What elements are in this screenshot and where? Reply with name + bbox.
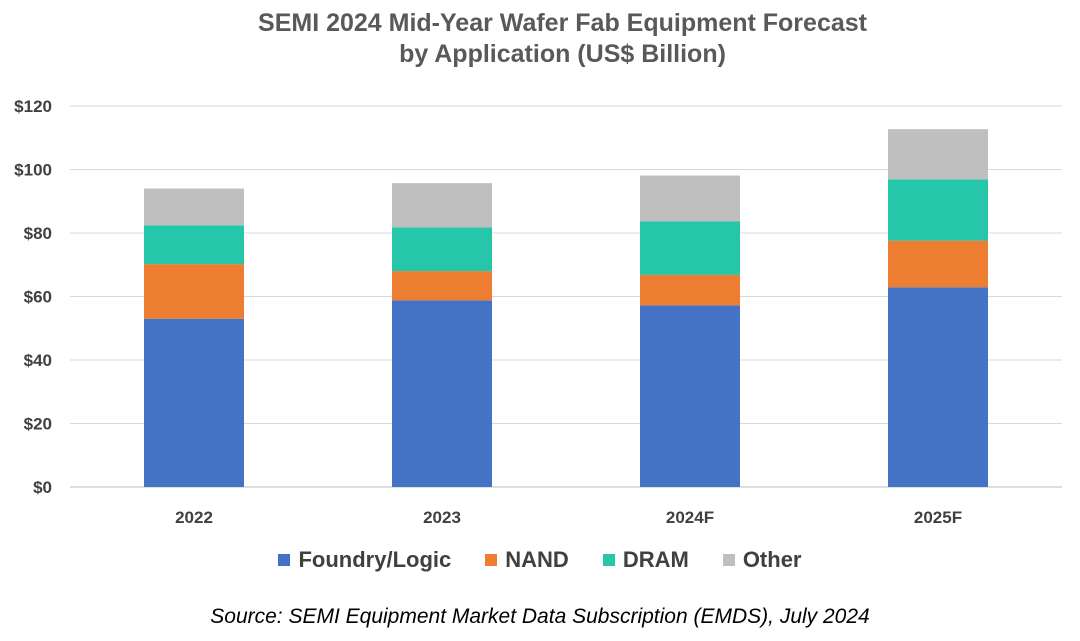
x-tick-label: 2022 xyxy=(175,508,213,527)
bar-foundry-logic[interactable] xyxy=(144,318,244,487)
bar-dram[interactable] xyxy=(888,179,988,241)
x-axis-tick-labels: 2022 2023 2024F 2025F xyxy=(175,508,962,527)
y-axis-tick-labels: $0 $20 $40 $60 $80 $100 $120 xyxy=(14,97,52,497)
bar-foundry-logic[interactable] xyxy=(888,287,988,487)
legend: Foundry/Logic NAND DRAM Other xyxy=(0,547,1080,573)
bar-dram[interactable] xyxy=(392,227,492,272)
legend-label-nand: NAND xyxy=(505,547,569,572)
bar-foundry-logic[interactable] xyxy=(640,305,740,487)
bar-dram[interactable] xyxy=(640,221,740,275)
legend-label-other: Other xyxy=(742,547,802,572)
legend-item-foundry-logic[interactable]: Foundry/Logic xyxy=(278,547,451,573)
bar-stack-2025f xyxy=(888,129,988,487)
legend-label-dram: DRAM xyxy=(622,547,689,572)
y-tick-label: $120 xyxy=(14,97,52,116)
y-tick-label: $60 xyxy=(24,288,52,307)
legend-item-other[interactable]: Other xyxy=(722,547,802,573)
bar-other[interactable] xyxy=(392,183,492,228)
bar-foundry-logic[interactable] xyxy=(392,300,492,487)
bar-nand[interactable] xyxy=(392,271,492,301)
bar-stack-2022 xyxy=(144,188,244,487)
legend-swatch-nand xyxy=(485,554,498,566)
x-tick-label: 2023 xyxy=(423,508,461,527)
legend-swatch-dram xyxy=(602,554,615,566)
bar-stacks xyxy=(144,129,988,487)
y-tick-label: $20 xyxy=(24,415,52,434)
source-date: July 2024 xyxy=(779,605,870,628)
bar-nand[interactable] xyxy=(640,274,740,306)
bar-other[interactable] xyxy=(144,188,244,226)
y-tick-label: $80 xyxy=(24,224,52,243)
chart-title: SEMI 2024 Mid-Year Wafer Fab Equipment F… xyxy=(0,8,1080,70)
legend-item-nand[interactable]: NAND xyxy=(485,547,569,573)
bar-nand[interactable] xyxy=(144,264,244,319)
bar-stack-2024f xyxy=(640,175,740,487)
bar-other[interactable] xyxy=(888,129,988,180)
bar-dram[interactable] xyxy=(144,225,244,265)
y-tick-label: $40 xyxy=(24,351,52,370)
chart-title-line1: SEMI 2024 Mid-Year Wafer Fab Equipment F… xyxy=(258,9,867,37)
x-tick-label: 2025F xyxy=(914,508,962,527)
legend-swatch-foundry-logic xyxy=(278,554,291,566)
chart-title-line2: by Application (US$ Billion) xyxy=(399,40,726,68)
y-tick-label: $0 xyxy=(33,478,52,497)
bar-nand[interactable] xyxy=(888,240,988,288)
bar-other[interactable] xyxy=(640,175,740,222)
bar-stack-2023 xyxy=(392,183,492,487)
source-text: Source: SEMI Equipment Market Data Subsc… xyxy=(210,605,780,628)
y-tick-label: $100 xyxy=(14,161,52,180)
legend-swatch-other xyxy=(722,554,735,566)
x-tick-label: 2024F xyxy=(666,508,714,527)
legend-item-dram[interactable]: DRAM xyxy=(602,547,689,573)
legend-label-foundry-logic: Foundry/Logic xyxy=(298,547,452,572)
source-note: Source: SEMI Equipment Market Data Subsc… xyxy=(0,605,1080,629)
